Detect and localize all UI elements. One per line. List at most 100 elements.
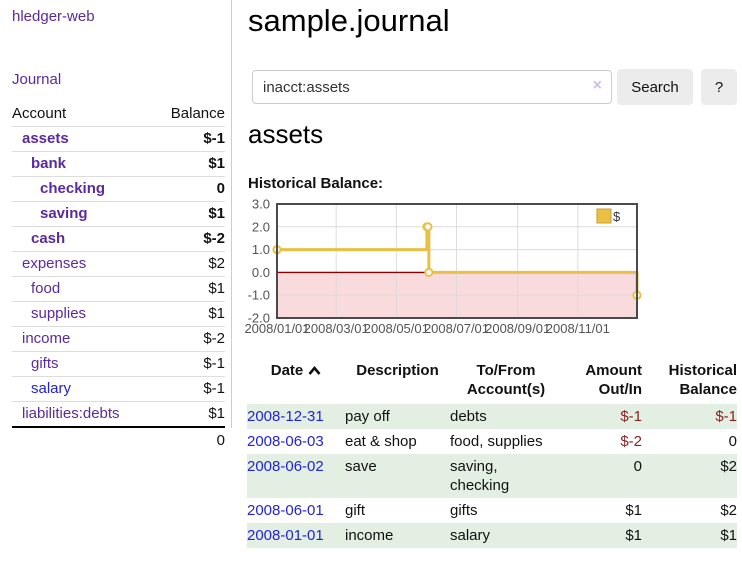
- transaction-accounts: food, supplies: [450, 433, 543, 450]
- account-row: saving $1: [12, 201, 225, 227]
- transaction-balance: $-1: [715, 408, 737, 425]
- account-link-income[interactable]: income: [22, 330, 71, 347]
- account-link-saving[interactable]: saving: [40, 205, 88, 222]
- transaction-balance: $2: [720, 502, 737, 519]
- account-row: income $-2: [12, 326, 225, 352]
- register-row: 2008-12-31 pay off debts $-1 $-1: [247, 404, 737, 429]
- account-balance: $1: [208, 305, 225, 322]
- account-balance: $1: [208, 280, 225, 297]
- transaction-date-link[interactable]: 2008-12-31: [247, 408, 324, 425]
- account-balance: $1: [208, 205, 225, 222]
- app-brand-link[interactable]: hledger-web: [12, 8, 95, 25]
- y-tick-label: -2.0: [248, 311, 270, 326]
- register-table: Date Description To/From Account(s) Amount Ou…: [247, 361, 737, 548]
- account-row: expenses $2: [12, 251, 225, 277]
- search-help-button[interactable]: ?: [701, 69, 737, 105]
- register-row: 2008-01-01 income salary $1 $1: [247, 523, 737, 548]
- transaction-date-link[interactable]: 2008-06-03: [247, 433, 324, 450]
- transaction-description: income: [345, 527, 394, 544]
- chart-title: Historical Balance:: [248, 175, 384, 192]
- x-tick-label: 2008/11/01: [546, 321, 610, 336]
- transaction-balance: $2: [720, 458, 737, 475]
- balance-chart-svg: $3.0 2.0 1.0 0.0 -1.0 -2.02008/01/012008/03/0…: [244, 197, 642, 336]
- account-heading: assets: [248, 119, 324, 149]
- account-balance: $-2: [203, 230, 225, 247]
- register-header-row: Date Description To/From Account(s) Amount Ou…: [247, 361, 737, 404]
- account-link-cash[interactable]: cash: [31, 230, 66, 247]
- account-row: assets $-1: [12, 126, 225, 152]
- x-tick-label: 2008/05/01: [364, 321, 429, 336]
- historical-balance-chart: $3.0 2.0 1.0 0.0 -1.0 -2.0 2008/01/01 2008/03/0…: [243, 197, 703, 348]
- col-header-historical-balance: Historical Balance: [668, 362, 737, 398]
- y-tick-label: 3.0: [252, 198, 270, 212]
- transaction-description: save: [345, 458, 377, 475]
- account-balance: $1: [208, 155, 225, 172]
- transaction-description: gift: [345, 502, 366, 519]
- register-body: 2008-12-31 pay off debts $-1 $-1 2008-06-03 ea…: [247, 404, 737, 548]
- sidebar-divider: [0, 0, 232, 428]
- legend-label: $: [613, 209, 621, 224]
- legend-swatch: [596, 208, 612, 224]
- account-row: salary $-1: [12, 376, 225, 402]
- account-row: bank $1: [12, 151, 225, 177]
- register-row: 2008-06-02 save saving, checking 0 $2: [247, 454, 737, 498]
- data-point-marker: [424, 267, 434, 278]
- transaction-amount: $-1: [620, 408, 642, 425]
- x-tick-label: 2008/09/01: [485, 321, 550, 336]
- accounts-total-value: 0: [153, 426, 225, 454]
- transaction-description: eat & shop: [345, 433, 417, 450]
- account-balance: $-2: [203, 330, 225, 347]
- account-link-supplies[interactable]: supplies: [31, 305, 87, 322]
- account-balance: $-1: [203, 380, 225, 397]
- account-balance: 0: [216, 180, 225, 197]
- sort-asc-icon: [308, 362, 321, 379]
- y-tick-label: 1.0: [252, 242, 270, 257]
- col-header-amount-out-in: Amount Out/In: [585, 362, 642, 398]
- col-header-date[interactable]: Date: [247, 361, 345, 404]
- col-header-description: Description: [356, 362, 439, 379]
- transaction-amount: $1: [625, 527, 642, 544]
- search-button[interactable]: Search: [617, 69, 693, 105]
- accounts-header-row: Account Balance: [12, 102, 225, 127]
- account-link-liabilities-debts[interactable]: liabilities:debts: [22, 405, 120, 422]
- transaction-accounts: debts: [450, 408, 487, 425]
- search-input[interactable]: [252, 70, 612, 104]
- y-tick-label: 0.0: [252, 265, 270, 280]
- accounts-body: assets $-1 bank $1 checking 0 saving $1 cash $-2 e…: [12, 126, 225, 428]
- account-link-salary[interactable]: salary: [31, 380, 72, 397]
- transaction-description: pay off: [345, 408, 390, 425]
- account-balance: $-1: [203, 130, 225, 147]
- account-link-gifts[interactable]: gifts: [31, 355, 59, 372]
- sidebar-item-journal[interactable]: Journal: [12, 71, 62, 88]
- account-row: food $1: [12, 276, 225, 302]
- y-tick-label: 2.0: [252, 219, 270, 234]
- accounts-total-row: 0: [12, 426, 225, 454]
- transaction-amount: $-2: [620, 433, 642, 450]
- x-tick-label: 2008/01/01: [244, 321, 309, 336]
- x-tick-label: 2008/07/01: [424, 321, 489, 336]
- account-row: liabilities:debts $1: [12, 401, 225, 428]
- account-link-checking[interactable]: checking: [40, 180, 106, 197]
- account-link-bank[interactable]: bank: [31, 155, 67, 172]
- account-link-food[interactable]: food: [31, 280, 61, 297]
- accounts-table: Account Balance assets $-1 bank $1 checking 0…: [12, 102, 225, 454]
- search-form: ×: [252, 70, 612, 104]
- transaction-date-link[interactable]: 2008-06-02: [247, 458, 324, 475]
- account-balance: $1: [208, 405, 225, 422]
- account-link-assets[interactable]: assets: [22, 130, 69, 147]
- account-link-expenses[interactable]: expenses: [22, 255, 87, 272]
- plot-border: [276, 203, 638, 319]
- transaction-accounts: gifts: [450, 502, 478, 519]
- transaction-amount: $1: [625, 502, 642, 519]
- register-row: 2008-06-01 gift gifts $1 $2: [247, 498, 737, 523]
- account-row: gifts $-1: [12, 351, 225, 377]
- y-tick-label: -1.0: [248, 288, 270, 303]
- transaction-accounts: salary: [450, 527, 491, 544]
- page-title: sample.journal: [248, 3, 450, 38]
- clear-search-icon[interactable]: ×: [592, 77, 602, 94]
- x-tick-label: 2008/03/01: [304, 321, 369, 336]
- transaction-date-link[interactable]: 2008-06-01: [247, 502, 324, 519]
- register-row: 2008-06-03 eat & shop food, supplies $-2 0: [247, 429, 737, 454]
- account-row: supplies $1: [12, 301, 225, 327]
- transaction-date-link[interactable]: 2008-01-01: [247, 527, 324, 544]
